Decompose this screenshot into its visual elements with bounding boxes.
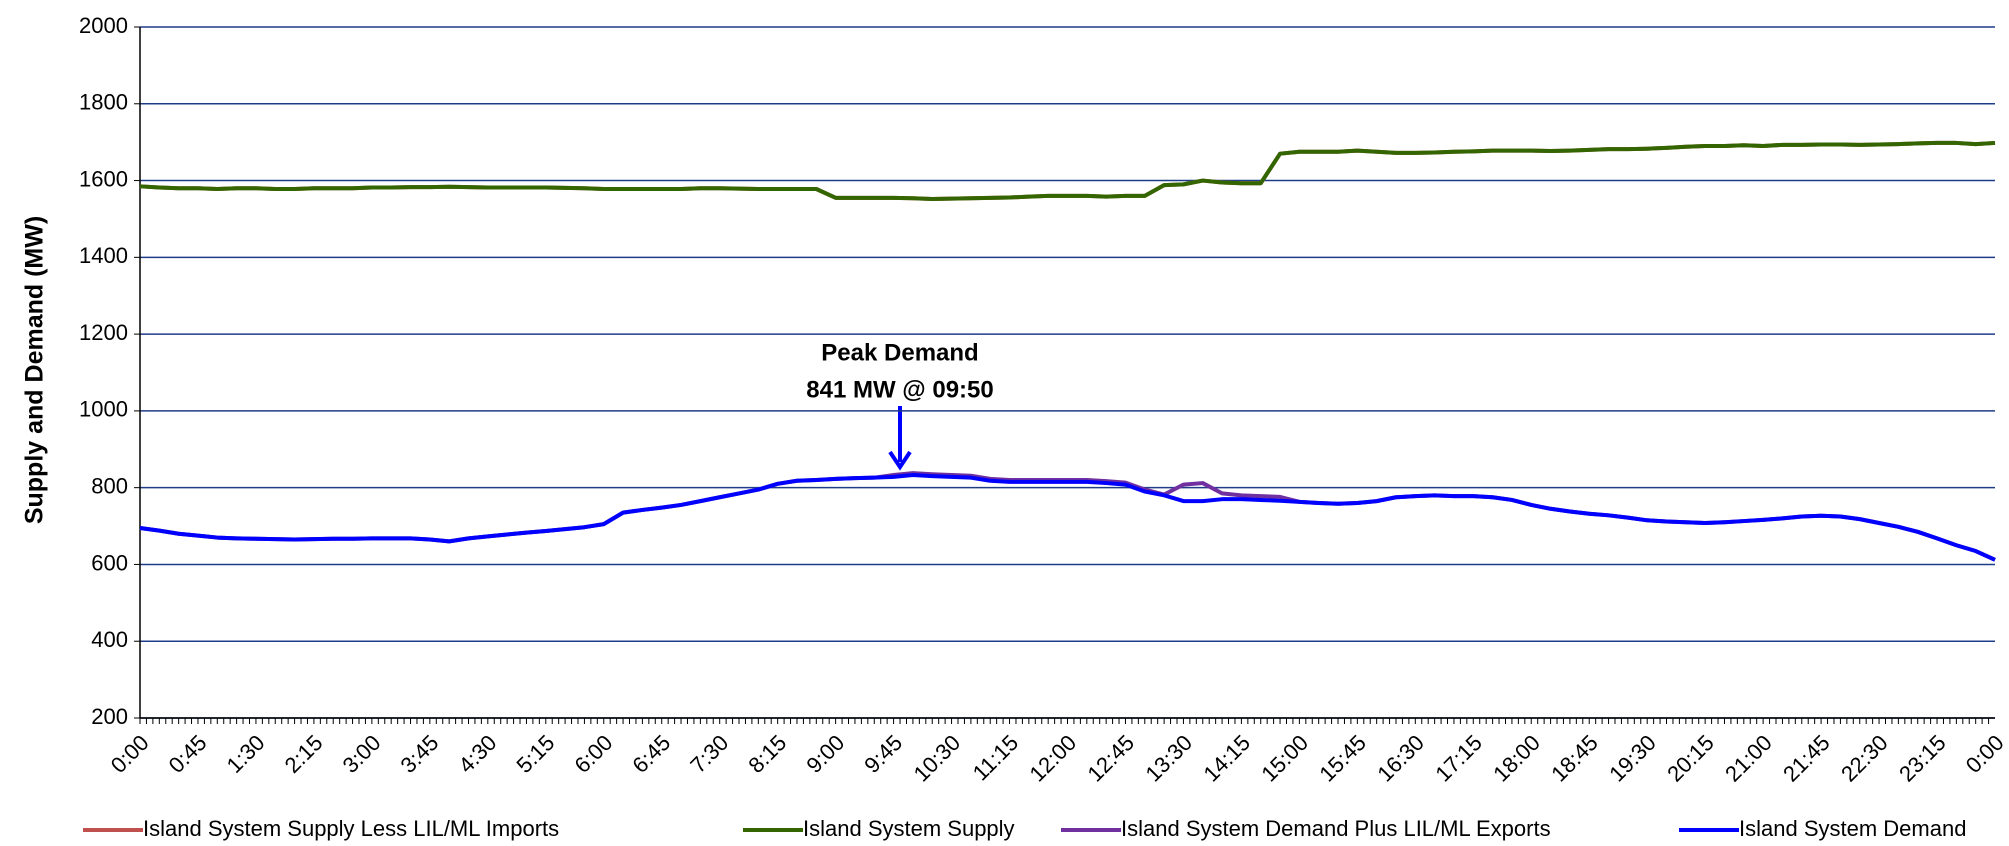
x-tick-label: 15:45 [1314, 730, 1371, 787]
x-tick-label: 11:15 [968, 730, 1023, 785]
y-tick-label: 1400 [79, 243, 128, 268]
x-tick-label: 13:30 [1140, 730, 1197, 787]
legend-label: Island System Supply Less LIL/ML Imports [143, 816, 559, 841]
x-tick-label: 3:45 [396, 730, 444, 778]
x-tick-label: 0:00 [106, 730, 154, 778]
legend-label: Island System Supply [803, 816, 1015, 841]
series-line [139, 471, 1996, 562]
x-tick-label: 12:00 [1025, 730, 1082, 787]
y-tick-label: 800 [91, 473, 128, 498]
x-tick-label: 7:30 [685, 730, 733, 778]
x-tick-label: 12:45 [1083, 730, 1140, 787]
legend-label: Island System Demand Plus LIL/ML Exports [1121, 816, 1551, 841]
x-tick-label: 23:15 [1894, 730, 1951, 787]
x-tick-label: 5:15 [511, 730, 559, 778]
x-tick-label: 9:00 [801, 730, 849, 778]
x-tick-label: 4:30 [453, 730, 501, 778]
x-tick-label: 21:45 [1778, 730, 1835, 787]
x-tick-label: 10:30 [909, 730, 966, 787]
x-tick-label: 15:00 [1256, 730, 1313, 787]
x-tick-label: 8:15 [743, 730, 791, 778]
x-tick-label: 2:15 [280, 730, 328, 778]
series-line [139, 472, 1996, 562]
x-tick-label: 1:30 [222, 730, 270, 778]
y-tick-label: 1600 [79, 166, 128, 191]
series-line [139, 140, 1996, 201]
y-tick-label: 2000 [79, 13, 128, 38]
x-tick-label: 20:15 [1662, 730, 1719, 787]
series-line [139, 140, 1996, 201]
y-tick-label: 1800 [79, 90, 128, 115]
x-tick-label: 17:15 [1430, 730, 1487, 787]
y-tick-label: 600 [91, 550, 128, 575]
y-tick-label: 1200 [79, 320, 128, 345]
annotation: Peak Demand [821, 339, 978, 366]
x-tick-label: 21:00 [1720, 730, 1777, 787]
legend-label: Island System Demand [1739, 816, 1966, 841]
annotation-arrowhead [888, 450, 912, 471]
x-tick-label: 0:45 [164, 730, 212, 778]
x-tick-label: 18:00 [1488, 730, 1545, 787]
x-tick-label: 18:45 [1546, 730, 1603, 787]
x-tick-label: 0:00 [1961, 730, 2009, 778]
y-tick-label: 400 [91, 627, 128, 652]
x-tick-label: 14:15 [1198, 730, 1255, 787]
x-tick-label: 9:45 [859, 730, 907, 778]
x-tick-label: 19:30 [1604, 730, 1661, 787]
y-axis-label: Supply and Demand (MW) [21, 216, 49, 524]
x-tick-label: 6:00 [569, 730, 617, 778]
x-tick-label: 6:45 [627, 730, 675, 778]
annotation: 841 MW @ 09:50 [806, 376, 993, 403]
x-tick-label: 22:30 [1836, 730, 1893, 787]
x-tick-label: 16:30 [1372, 730, 1429, 787]
y-tick-label: 200 [91, 704, 128, 729]
y-tick-label: 1000 [79, 397, 128, 422]
x-tick-label: 3:00 [338, 730, 386, 778]
